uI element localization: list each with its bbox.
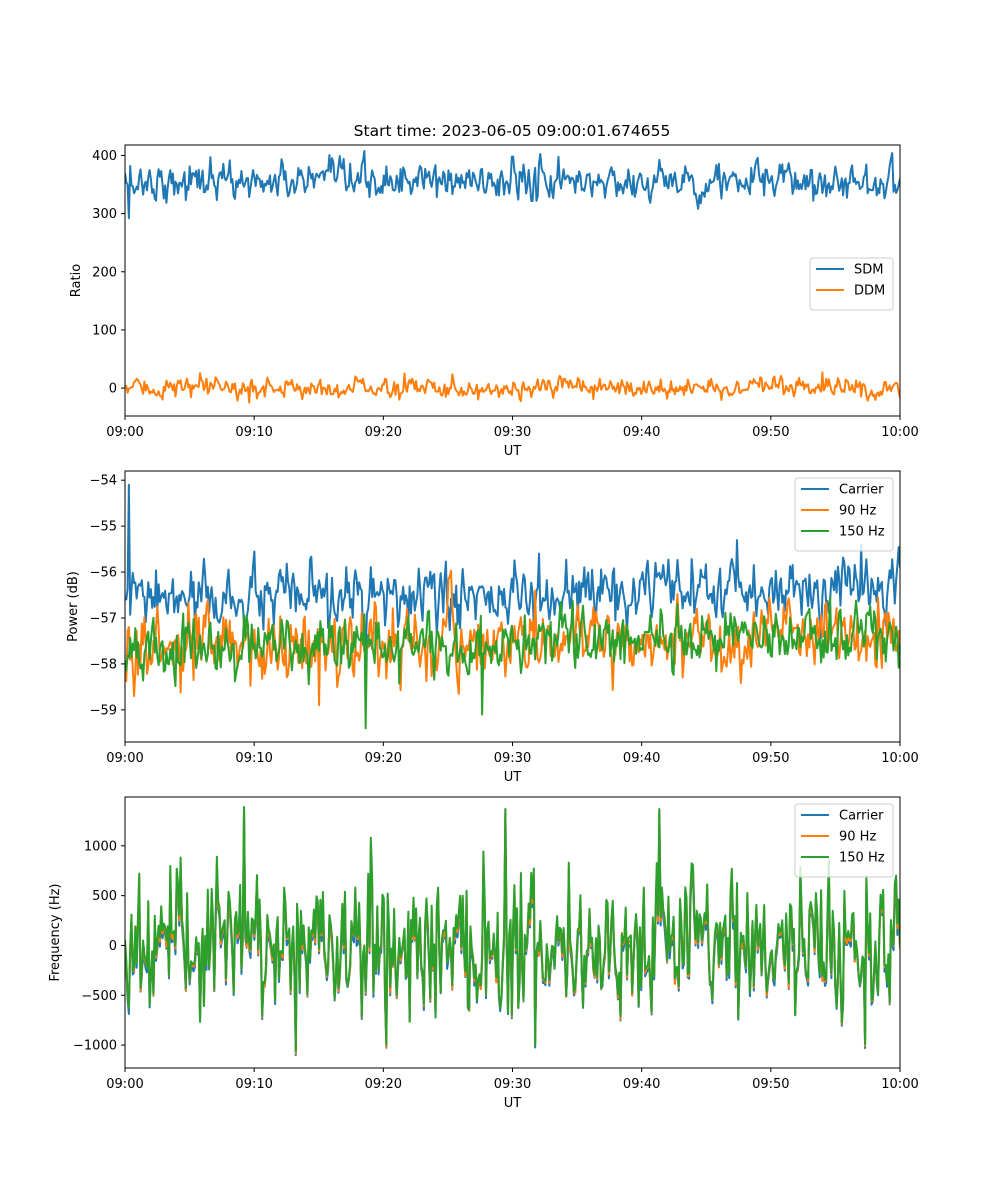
x-tick-label: 09:00 [106, 1077, 143, 1092]
plot-area [125, 150, 900, 404]
legend: Carrier 90 Hz 150 Hz [794, 803, 894, 878]
x-axis-label: UT [504, 1096, 522, 1111]
x-tick-label: 09:10 [235, 1077, 272, 1092]
x-tick-label: 09:30 [494, 1077, 531, 1092]
x-tick-label: 09:50 [752, 1077, 789, 1092]
series-line-150-hz [125, 805, 900, 1053]
x-tick-label: 09:20 [365, 1077, 402, 1092]
legend-label: 90 Hz [839, 830, 876, 845]
y-tick-label: −1000 [73, 1039, 117, 1054]
x-tick-label: 09:40 [623, 425, 660, 440]
plot-area [125, 483, 900, 730]
x-tick-label: 09:40 [623, 1077, 660, 1092]
plot-area [125, 805, 900, 1057]
x-tick-label: 09:50 [752, 751, 789, 766]
x-tick-label: 10:00 [881, 1077, 918, 1092]
y-tick-label: −500 [81, 989, 117, 1004]
x-tick-label: 09:40 [623, 751, 660, 766]
series-line-ddm [125, 371, 900, 404]
y-axis-label: Frequency (Hz) [48, 883, 63, 981]
panel-3: −1000 −500 0 500 1000 09:00 09:10 09:20 09:30 09:… [48, 796, 919, 1111]
y-tick-label: −56 [90, 566, 117, 581]
legend-box [794, 803, 894, 878]
y-axis-label: Power (dB) [66, 571, 81, 642]
x-axis-label: UT [504, 770, 522, 785]
legend: SDM DDM [809, 257, 894, 311]
y-tick-label: 300 [92, 207, 117, 222]
legend: Carrier 90 Hz 150 Hz [794, 477, 894, 552]
y-tick-label: −57 [90, 611, 117, 626]
y-tick-label: −54 [90, 474, 117, 489]
x-tick-label: 09:10 [235, 751, 272, 766]
x-tick-label: 09:30 [494, 751, 531, 766]
y-tick-label: 0 [109, 382, 117, 397]
legend-label: SDM [854, 263, 883, 278]
series-line-carrier [125, 483, 900, 654]
legend-label: Carrier [839, 809, 884, 824]
x-tick-label: 09:10 [235, 425, 272, 440]
legend-label: 150 Hz [839, 525, 885, 540]
x-axis-label: UT [504, 444, 522, 459]
x-tick-label: 09:00 [106, 425, 143, 440]
panel-1: 0 100 200 300 400 09:00 09:10 09:20 09:30 09:40 09… [69, 144, 919, 459]
y-tick-label: 400 [92, 149, 117, 164]
legend-label: Carrier [839, 483, 884, 498]
y-tick-label: 200 [92, 265, 117, 280]
x-tick-label: 09:30 [494, 425, 531, 440]
y-tick-label: 500 [92, 889, 117, 904]
y-tick-label: 100 [92, 323, 117, 338]
legend-box [794, 477, 894, 552]
y-tick-label: 0 [109, 939, 117, 954]
x-tick-label: 10:00 [881, 425, 918, 440]
y-tick-label: −59 [90, 703, 117, 718]
legend-label: 150 Hz [839, 851, 885, 866]
panel-2: −59 −58 −57 −56 −55 −54 09:00 09:10 09:20 09:30 09… [66, 470, 919, 785]
x-tick-label: 10:00 [881, 751, 918, 766]
y-tick-label: −55 [90, 520, 117, 535]
series-line-sdm [125, 150, 900, 220]
y-axis-label: Ratio [69, 264, 84, 297]
y-tick-label: 1000 [84, 839, 117, 854]
y-tick-label: −58 [90, 657, 117, 672]
legend-box [809, 257, 894, 311]
figure-title: Start time: 2023-06-05 09:00:01.674655 [354, 122, 671, 140]
axes-frame [124, 144, 901, 417]
x-tick-label: 09:20 [365, 425, 402, 440]
x-tick-label: 09:20 [365, 751, 402, 766]
legend-label: 90 Hz [839, 504, 876, 519]
legend-label: DDM [854, 284, 885, 299]
series-line-150-hz [125, 595, 900, 730]
x-tick-label: 09:50 [752, 425, 789, 440]
x-tick-label: 09:00 [106, 751, 143, 766]
